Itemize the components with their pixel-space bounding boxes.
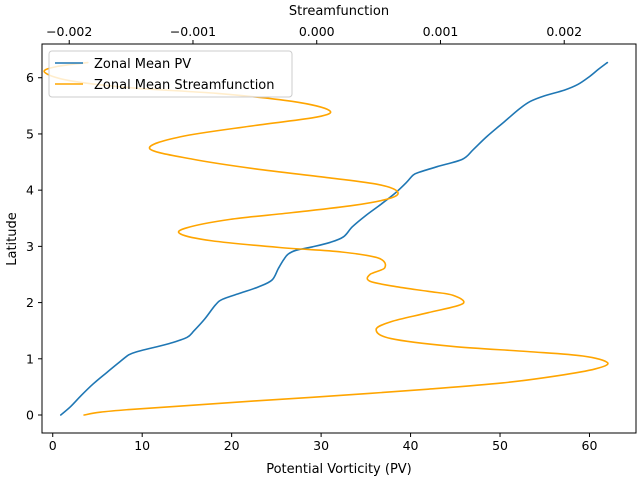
top-tick-label: −0.001 [170, 24, 216, 39]
plot-frame [41, 43, 637, 434]
series-line-zonal-mean-streamfunction [43, 61, 609, 416]
legend-label-zonal-mean-streamfunction: Zonal Mean Streamfunction [94, 78, 275, 93]
bottom-tick-label: 20 [224, 438, 240, 453]
top-tick-label: 0.001 [423, 24, 459, 39]
legend-label-zonal-mean-pv: Zonal Mean PV [94, 57, 191, 72]
left-axis: 0 1 2 3 4 5 6 [26, 70, 42, 423]
bottom-tick-label: 40 [403, 438, 419, 453]
bottom-tick-label: 10 [134, 438, 150, 453]
y-tick-label: 5 [26, 126, 34, 141]
y-tick-label: 2 [26, 295, 34, 310]
y-tick-label: 0 [26, 408, 34, 423]
y-tick-label: 4 [26, 183, 34, 198]
top-axis: −0.002 −0.001 0.000 0.001 0.002 [46, 24, 582, 44]
y-tick-label: 6 [26, 70, 34, 85]
y-tick-label: 3 [26, 239, 34, 254]
series-line-zonal-mean-pv [59, 61, 609, 416]
bottom-tick-label: 0 [49, 438, 57, 453]
top-tick-label: 0.002 [546, 24, 582, 39]
legend-box [48, 50, 293, 98]
legend: Zonal Mean PV Zonal Mean Streamfunction [48, 50, 293, 98]
y-axis-title: Latitude [5, 212, 20, 266]
bottom-axis: 0 10 20 30 40 50 60 [49, 433, 598, 453]
top-tick-label: −0.002 [46, 24, 92, 39]
x-axis-title-top: Streamfunction [289, 4, 389, 19]
y-tick-label: 1 [26, 351, 34, 366]
bottom-tick-label: 50 [492, 438, 508, 453]
plot-lines [43, 61, 609, 416]
bottom-tick-label: 60 [582, 438, 598, 453]
x-axis-title-bottom: Potential Vorticity (PV) [266, 462, 412, 477]
bottom-tick-label: 30 [313, 438, 329, 453]
top-tick-label: 0.000 [299, 24, 335, 39]
